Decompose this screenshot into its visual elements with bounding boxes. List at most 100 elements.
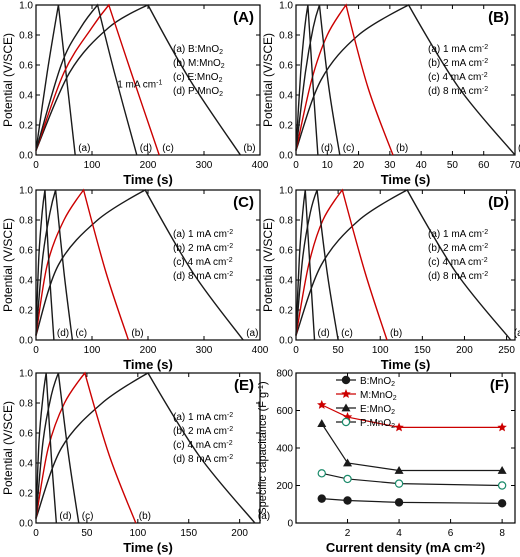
- x-tick-label: 40: [416, 160, 428, 171]
- data-point: [497, 499, 507, 508]
- legend-entry: (a) 1 mA cm-2: [173, 229, 233, 240]
- x-tick-label: 200: [456, 345, 473, 356]
- chart-panel-4: 0.0 0.2 0.4 0.6 0.8 1.0 0 50 100 150 200 Time (s) Po…: [1, 369, 270, 556]
- x-tick-label: 4: [396, 528, 402, 539]
- y-tick-label: 0.0: [19, 519, 33, 530]
- plot-frame: [295, 4, 516, 156]
- legend-entry: (d) 8 mA cm-2: [173, 454, 233, 465]
- y-tick-label: 0.4: [19, 459, 33, 470]
- curve-end-label: (d): [59, 511, 71, 522]
- plot-frame: [295, 189, 516, 341]
- curve-end-label: (b): [396, 143, 408, 154]
- curve-end-label: (c): [162, 143, 174, 154]
- y-tick-label: 0.6: [19, 429, 33, 440]
- curve-end-label: (a): [78, 143, 90, 154]
- series-line-a: [35, 189, 244, 341]
- series-line-d: [35, 3, 138, 156]
- curve-end-label: (c): [343, 143, 355, 154]
- x-tick-label: 60: [478, 160, 490, 171]
- legend-entry: B:MnO2: [360, 376, 395, 388]
- legend-entry: (a) 1 mA cm-2: [428, 229, 488, 240]
- plot-frame: [35, 372, 261, 524]
- series-line-c: [35, 3, 160, 156]
- legend-entry: (b) 2 mA cm-2: [173, 426, 233, 437]
- curve-end-label: (a): [258, 511, 270, 522]
- data-point: [317, 399, 327, 409]
- curve-end-label: (c): [341, 328, 353, 339]
- x-axis-label: Time (s): [381, 357, 431, 372]
- series-line-a: [295, 189, 512, 341]
- legend-entry: (c) E:MnO2: [173, 72, 223, 84]
- y-tick-label: 1.0: [19, 369, 33, 380]
- legend-entry: P:MnO2: [360, 418, 395, 430]
- x-tick-label: 400: [252, 345, 269, 356]
- plot-frame: [295, 372, 516, 524]
- legend-entry: (d) P:MnO2: [173, 86, 223, 98]
- y-tick-label: 0.8: [19, 216, 33, 227]
- data-point: [317, 419, 327, 427]
- legend-entry: M:MnO2: [360, 390, 397, 402]
- y-tick-label: 0.6: [19, 61, 33, 72]
- legend-entry: (c) 4 mA cm-2: [428, 72, 488, 83]
- y-axis-label: Potential (V/SCE): [1, 218, 15, 312]
- chart-panel-3: 0.0 0.2 0.4 0.6 0.8 1.0 0 50 100 150 200 250 Time (s…: [261, 186, 520, 373]
- panel-label: (A): [233, 9, 254, 26]
- legend-entry: (b) 2 mA cm-2: [428, 58, 488, 69]
- series-line-d: [295, 189, 316, 341]
- legend-marker: [341, 375, 351, 385]
- curve-end-label: (a): [514, 328, 520, 339]
- x-tick-label: 30: [384, 160, 396, 171]
- x-tick-label: 100: [372, 345, 389, 356]
- panel-label: (B): [488, 9, 509, 26]
- y-tick-label: 0: [287, 519, 293, 530]
- legend-entry: (c) 4 mA cm-2: [428, 257, 488, 268]
- series-line-B:MnO2: [321, 498, 503, 504]
- x-tick-label: 150: [180, 528, 197, 539]
- curve-end-label: (b): [139, 511, 151, 522]
- y-tick-label: 0.8: [279, 31, 293, 42]
- legend-entry: (a) 1 mA cm-2: [428, 44, 488, 55]
- legend-entry: (c) 4 mA cm-2: [173, 257, 233, 268]
- curve-end-label: (b): [131, 328, 143, 339]
- curve-end-label: (a): [246, 328, 258, 339]
- data-point: [394, 466, 404, 474]
- y-tick-label: 0.8: [279, 216, 293, 227]
- data-point: [394, 422, 404, 432]
- data-point: [497, 466, 507, 474]
- series-line-a: [295, 4, 516, 156]
- panel-label: (F): [490, 377, 509, 394]
- x-tick-label: 100: [84, 160, 101, 171]
- x-tick-label: 70: [509, 160, 520, 171]
- data-point: [317, 469, 326, 478]
- legend-marker: [341, 389, 351, 399]
- series-line-E:MnO2: [321, 423, 503, 472]
- y-axis-label: Potential (V/SCE): [261, 33, 275, 127]
- data-point: [317, 494, 326, 503]
- legend-entry: (b) 2 mA cm-2: [173, 243, 233, 254]
- legend-entry: (a) 1 mA cm-2: [173, 412, 233, 423]
- y-tick-label: 0.0: [279, 336, 293, 347]
- y-axis-label: Potential (V/SCE): [1, 401, 15, 495]
- data-point: [497, 422, 507, 432]
- series-line-b: [295, 188, 388, 341]
- x-tick-label: 50: [447, 160, 459, 171]
- y-axis-label: Potential (V/SCE): [1, 33, 15, 127]
- x-axis-label: Time (s): [123, 540, 173, 555]
- series-line-b: [35, 4, 241, 156]
- curve-end-label: (d): [318, 328, 330, 339]
- y-tick-label: 1.0: [279, 1, 293, 12]
- panel-label: (E): [234, 377, 254, 394]
- series-line-c: [35, 372, 80, 524]
- x-tick-label: 2: [345, 528, 351, 539]
- x-tick-label: 0: [293, 160, 299, 171]
- y-tick-label: 0.4: [279, 276, 293, 287]
- y-tick-label: 0.4: [19, 276, 33, 287]
- y-tick-label: 400: [276, 444, 293, 455]
- series-line-b: [35, 371, 137, 524]
- y-tick-label: 0.8: [19, 399, 33, 410]
- data-point: [343, 458, 353, 467]
- data-point: [343, 474, 352, 484]
- series-line-P:MnO2: [321, 472, 503, 487]
- y-tick-label: 0.2: [279, 306, 293, 317]
